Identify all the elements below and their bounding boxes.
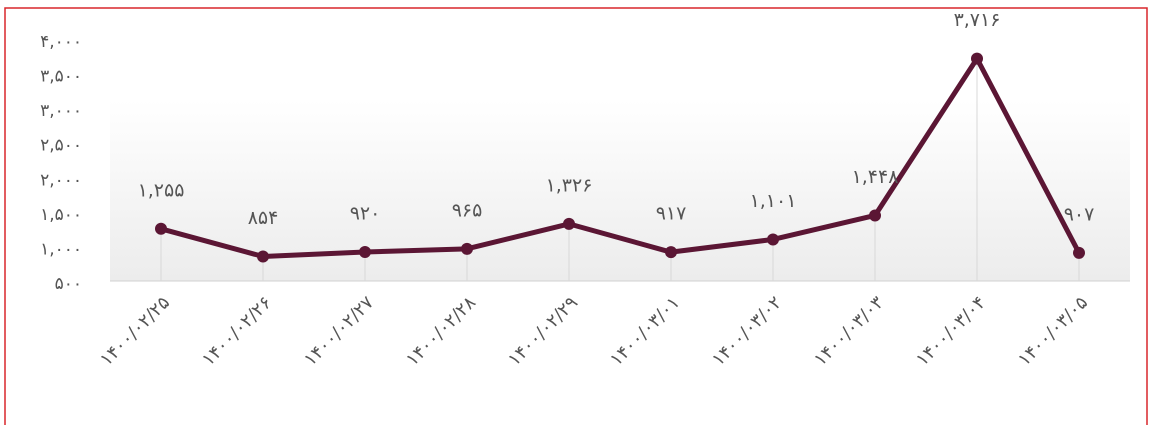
marker (461, 242, 473, 255)
marker (155, 222, 167, 235)
marker (563, 217, 575, 230)
data-label: ۹۶۵ (452, 199, 483, 221)
plot-background (110, 100, 1130, 281)
y-tick-label: ۳,۰۰۰ (40, 101, 82, 121)
y-tick-label: ۲,۰۰۰ (40, 170, 82, 190)
marker (1073, 246, 1085, 259)
x-tick-label: ۱۴۰۰/۰۲/۲۵ (96, 292, 174, 370)
data-label: ۸۵۴ (248, 207, 279, 229)
frame (4, 7, 1148, 425)
data-label: ۹۲۰ (350, 202, 381, 224)
marker (767, 233, 779, 246)
data-label: ۱,۴۴۸ (852, 166, 899, 188)
marker (971, 52, 983, 65)
marker (257, 250, 269, 263)
x-tick-label: ۱۴۰۰/۰۲/۲۷ (300, 292, 378, 370)
x-tick-label: ۱۴۰۰/۰۲/۲۶ (198, 292, 276, 370)
x-tick-label: ۱۴۰۰/۰۳/۰۱ (606, 292, 684, 370)
y-tick-label: ۵۰۰ (55, 274, 82, 294)
y-tick-label: ۴,۰۰۰ (40, 32, 82, 52)
y-tick-label: ۱,۵۰۰ (40, 205, 82, 225)
marker (359, 245, 371, 258)
x-tick-label: ۱۴۰۰/۰۳/۰۵ (1014, 292, 1092, 370)
data-label: ۱,۱۰۱ (750, 190, 797, 212)
data-label: ۳,۷۱۶ (954, 9, 1001, 31)
marker (869, 209, 881, 222)
y-tick-label: ۱,۰۰۰ (40, 239, 82, 259)
x-tick-label: ۱۴۰۰/۰۳/۰۲ (708, 292, 786, 370)
data-label: ۱,۳۲۶ (546, 174, 593, 196)
x-tick-label: ۱۴۰۰/۰۳/۰۴ (912, 292, 990, 370)
data-label: ۹۰۷ (1064, 203, 1095, 225)
y-tick-label: ۳,۵۰۰ (40, 67, 82, 87)
line (160, 56, 1082, 260)
x-tick-label: ۱۴۰۰/۰۲/۲۸ (402, 292, 480, 370)
data-label: ۱,۲۵۵ (138, 179, 185, 201)
marker (665, 246, 677, 259)
x-tick-label: ۱۴۰۰/۰۳/۰۳ (810, 292, 888, 370)
data-label: ۹۱۷ (656, 203, 687, 225)
x-tick-label: ۱۴۰۰/۰۲/۲۹ (504, 292, 582, 370)
y-tick-label: ۲,۵۰۰ (40, 136, 82, 156)
